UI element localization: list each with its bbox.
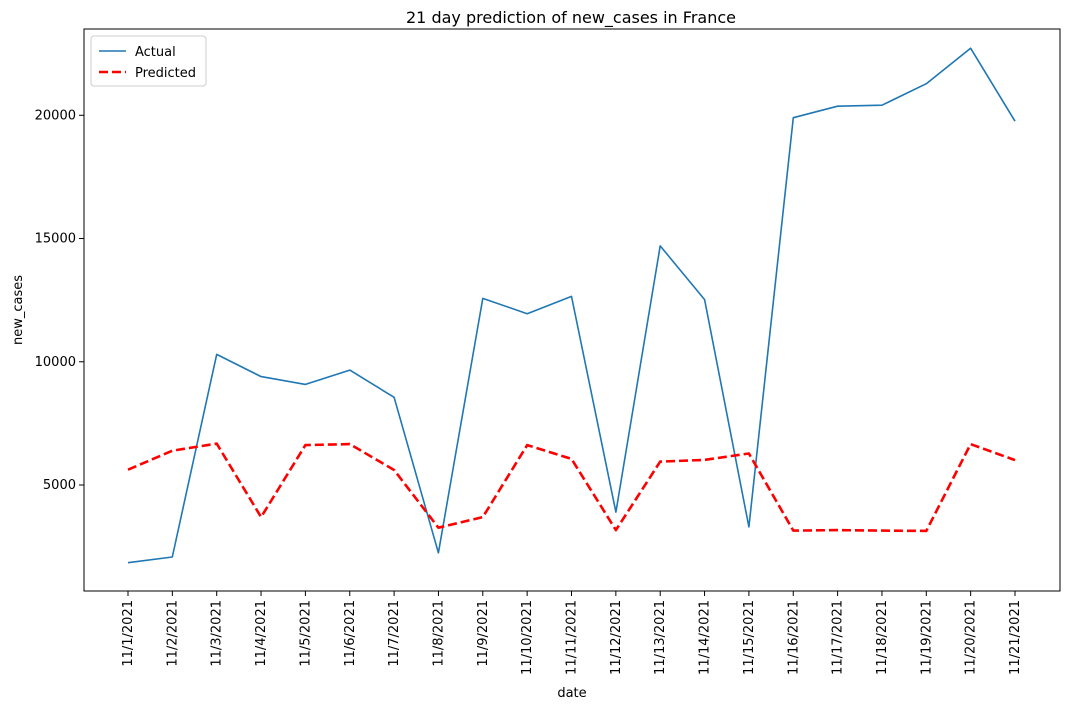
x-axis-ticks: 11/1/2021 11/2/2021 11/3/2021 11/4/2021 11/5… (121, 591, 1023, 675)
x-tick-label: 11/13/2021 (653, 600, 668, 675)
x-tick-label: 11/10/2021 (520, 600, 535, 675)
x-tick-label: 11/11/2021 (565, 600, 580, 675)
x-tick-label: 11/5/2021 (298, 600, 313, 667)
x-tick-label: 11/6/2021 (343, 600, 358, 667)
x-tick-label: 11/14/2021 (698, 600, 713, 675)
x-tick-label: 11/7/2021 (387, 600, 402, 667)
x-tick-label: 11/1/2021 (121, 600, 136, 667)
x-tick-label: 11/3/2021 (210, 600, 225, 667)
series-layer (127, 47, 1016, 564)
x-tick-label: 11/18/2021 (875, 600, 890, 675)
y-tick-label: 15000 (35, 232, 76, 247)
y-axis-ticks: 5000 10000 15000 20000 (35, 108, 84, 493)
legend-label-actual: Actual (135, 45, 176, 60)
series-line-actual (127, 47, 1016, 564)
chart-title: 21 day prediction of new_cases in France (406, 8, 736, 28)
x-tick-label: 11/16/2021 (786, 600, 801, 675)
x-tick-label: 11/20/2021 (964, 600, 979, 675)
x-tick-label: 11/17/2021 (831, 600, 846, 675)
x-tick-label: 11/15/2021 (742, 600, 757, 675)
y-tick-label: 10000 (35, 355, 76, 370)
x-axis-label: date (557, 686, 586, 701)
series-line-predicted (127, 442, 1016, 533)
plot-frame (83, 28, 1061, 592)
x-tick-label: 11/8/2021 (431, 600, 446, 667)
x-tick-label: 11/21/2021 (1008, 600, 1023, 675)
legend: Actual Predicted (90, 35, 207, 87)
legend-box (90, 35, 207, 87)
y-tick-label: 5000 (43, 478, 76, 493)
x-tick-label: 11/9/2021 (476, 600, 491, 667)
x-tick-label: 11/19/2021 (919, 600, 934, 675)
y-tick-label: 20000 (35, 108, 76, 123)
x-tick-label: 11/4/2021 (254, 600, 269, 667)
x-tick-label: 11/12/2021 (609, 600, 624, 675)
y-axis-label: new_cases (11, 275, 26, 345)
x-tick-label: 11/2/2021 (165, 600, 180, 667)
legend-label-predicted: Predicted (135, 66, 196, 81)
